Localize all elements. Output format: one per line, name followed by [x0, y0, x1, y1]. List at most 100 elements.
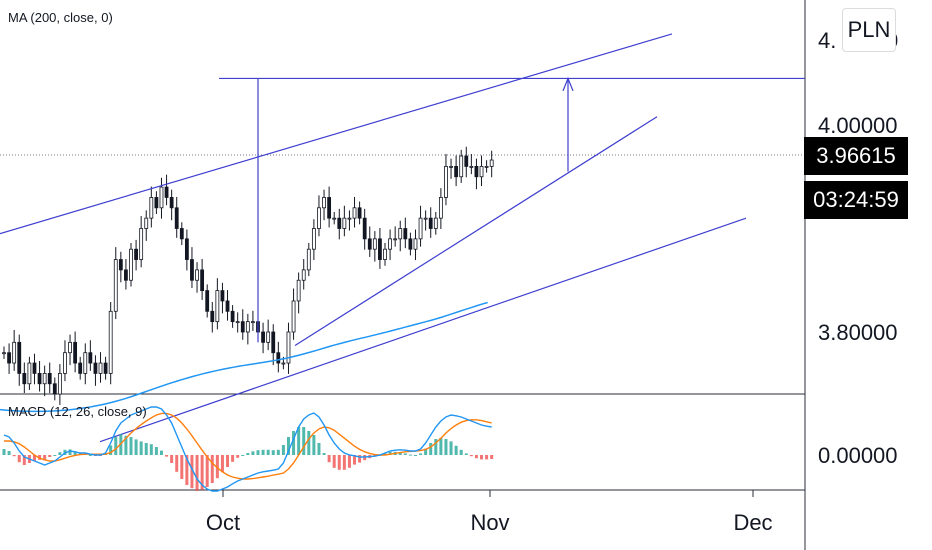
- macd-histogram-bar: [266, 449, 270, 455]
- macd-histogram-bar: [165, 455, 169, 457]
- candle-body: [327, 197, 332, 219]
- macd-histogram-bar: [271, 450, 275, 455]
- macd-histogram-bar: [154, 447, 158, 455]
- macd-histogram-bar: [347, 455, 351, 468]
- candle-body: [108, 310, 113, 374]
- macd-signal-line: [4, 412, 492, 480]
- candle-body: [245, 321, 250, 333]
- candle-body: [174, 207, 179, 229]
- support-trendline: [294, 116, 658, 346]
- macd-histogram-bar: [327, 455, 331, 463]
- candle-body: [179, 228, 184, 240]
- macd-histogram-bar: [236, 455, 240, 458]
- candle-body: [372, 238, 377, 250]
- candle-body: [266, 331, 271, 343]
- candle-body: [169, 197, 174, 209]
- candle-body: [322, 197, 326, 209]
- macd-indicator-label[interactable]: MACD (12, 26, close, 9): [8, 404, 147, 419]
- macd-histogram-bar: [332, 455, 336, 468]
- macd-histogram-bar: [32, 455, 36, 461]
- macd-histogram-bar: [124, 435, 128, 455]
- candle-body: [479, 165, 484, 178]
- macd-histogram-bar: [429, 443, 433, 455]
- currency-button[interactable]: PLN: [842, 8, 896, 52]
- macd-histogram-bar: [459, 449, 463, 455]
- macd-histogram-bar: [312, 435, 316, 455]
- candle-body: [337, 217, 342, 229]
- trendlines-group: [0, 33, 805, 443]
- macd-histogram-bar: [190, 455, 194, 489]
- candle-body: [17, 341, 22, 374]
- macd-histogram-bar: [180, 455, 184, 479]
- macd-histogram-bar: [444, 439, 448, 455]
- macd-histogram-bar: [22, 455, 26, 465]
- candle-body: [347, 217, 352, 220]
- macd-histogram-bar: [413, 455, 417, 456]
- candle-body: [301, 269, 306, 281]
- macd-histogram-bar: [170, 455, 174, 463]
- macd-histogram-bar: [464, 453, 468, 455]
- candle-body: [433, 217, 438, 229]
- macd-histogram-bar: [424, 448, 428, 455]
- candle-body: [235, 321, 240, 324]
- candle-body: [220, 290, 225, 302]
- candle-body: [423, 217, 428, 220]
- macd-histogram-bar: [48, 455, 52, 457]
- candle-body: [474, 165, 479, 178]
- y-tick-label: 4.00000: [818, 113, 898, 138]
- macd-histogram-bar: [434, 439, 438, 455]
- candle-body: [210, 310, 215, 323]
- candle-body: [154, 197, 159, 209]
- macd-histogram-bar: [302, 427, 306, 455]
- candle-body: [454, 165, 459, 178]
- macd-histogram-bar: [261, 449, 265, 455]
- candle-body: [438, 197, 443, 219]
- candle-body: [362, 217, 367, 240]
- macd-histogram-bar: [215, 455, 219, 479]
- macd-histogram-bar: [485, 455, 489, 460]
- macd-histogram-bar: [73, 451, 77, 455]
- macd-histogram-bar: [419, 453, 423, 455]
- candle-body: [230, 310, 235, 323]
- macd-histogram-bar: [134, 439, 138, 455]
- candle-body: [428, 217, 433, 229]
- y-tick-label: 3.80000: [818, 320, 898, 345]
- macd-histogram-bar: [408, 454, 412, 456]
- candle-body: [296, 279, 301, 302]
- macd-histogram-bar: [7, 451, 11, 455]
- macd-histogram-bar: [353, 455, 357, 465]
- candle-body: [37, 372, 42, 385]
- macd-y-tick-label: 0.00000: [818, 443, 898, 468]
- macd-histogram-bar: [68, 449, 72, 455]
- candle-body: [469, 165, 474, 168]
- candles-group: [2, 146, 494, 405]
- candle-body: [184, 238, 189, 260]
- candle-body: [291, 300, 296, 333]
- x-tick-label: Nov: [470, 510, 509, 535]
- macd-histogram-bar: [317, 443, 321, 455]
- macd-histogram-bar: [58, 452, 62, 455]
- candle-body: [464, 155, 469, 167]
- candle-body: [449, 165, 453, 168]
- candle-body: [12, 341, 17, 364]
- candle-body: [357, 207, 362, 219]
- macd-histogram-bar: [185, 455, 189, 485]
- macd-histogram-bar: [342, 455, 346, 470]
- macd-histogram-bar: [251, 451, 255, 455]
- macd-group: [2, 406, 494, 492]
- candle-body: [27, 362, 32, 385]
- candle-body: [83, 352, 88, 374]
- candle-body: [383, 248, 387, 260]
- macd-histogram-bar: [449, 441, 453, 455]
- macd-histogram-bar: [358, 455, 362, 463]
- candle-body: [200, 269, 205, 291]
- macd-histogram-bar: [490, 455, 494, 459]
- macd-histogram-bar: [276, 449, 280, 455]
- macd-histogram-bar: [144, 443, 148, 455]
- candle-body: [149, 197, 154, 219]
- candle-body: [113, 259, 118, 312]
- candle-body: [118, 259, 123, 271]
- ma-indicator-label[interactable]: MA (200, close, 0): [8, 10, 113, 25]
- candle-body: [73, 341, 78, 364]
